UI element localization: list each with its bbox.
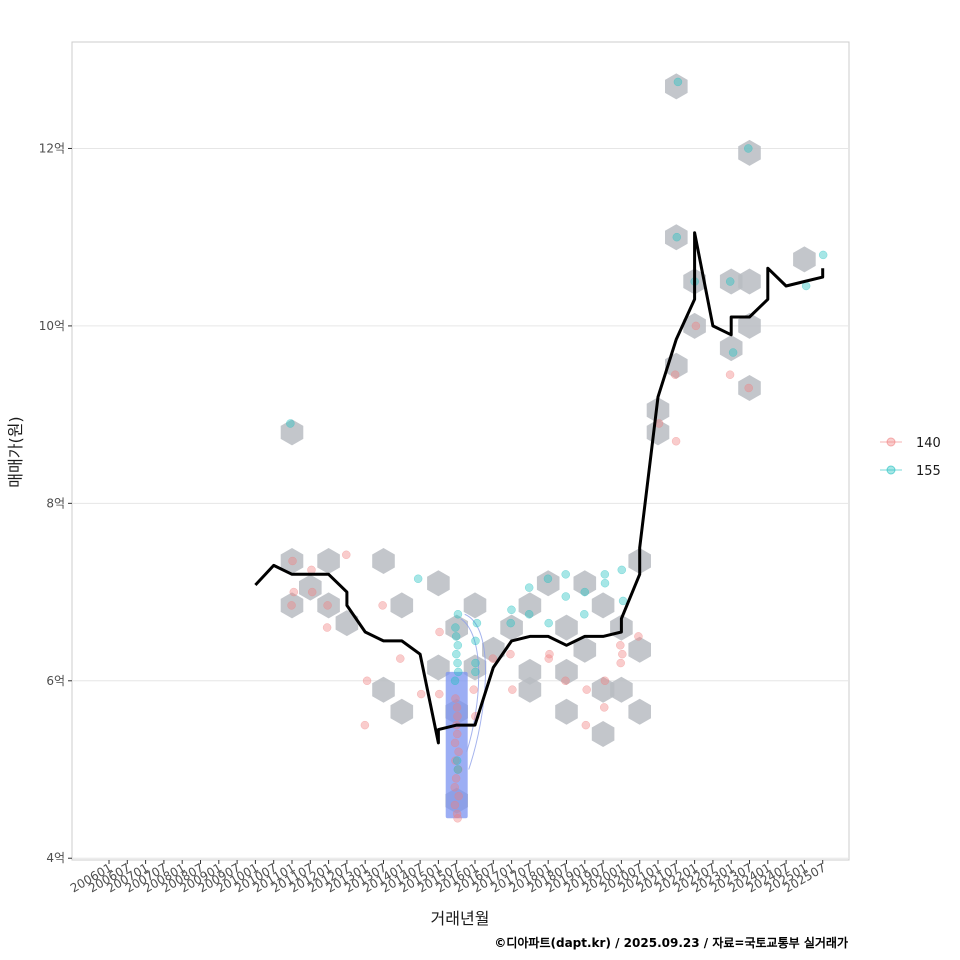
point-140 (745, 384, 753, 392)
point-140 (288, 601, 296, 609)
point-155 (819, 251, 827, 259)
legend-label: 155 (916, 464, 941, 479)
point-140 (618, 650, 626, 658)
point-140 (545, 655, 553, 663)
point-140 (451, 695, 459, 703)
point-155 (562, 593, 570, 601)
caption: ©디아파트(dapt.kr) / 2025.09.23 / 자료=국토교통부 실… (494, 934, 848, 951)
point-155 (507, 619, 515, 627)
point-140 (454, 814, 462, 822)
point-155 (744, 144, 752, 152)
point-155 (452, 650, 460, 658)
point-140 (561, 677, 569, 685)
point-140 (342, 551, 350, 559)
point-155 (471, 668, 479, 676)
point-155 (673, 233, 681, 241)
point-155 (619, 597, 627, 605)
point-140 (289, 557, 297, 565)
point-140 (308, 588, 316, 596)
point-140 (451, 783, 459, 791)
point-140 (692, 322, 700, 330)
point-155 (414, 575, 422, 583)
point-140 (508, 686, 516, 694)
point-155 (451, 624, 459, 632)
point-140 (452, 774, 460, 782)
point-155 (545, 619, 553, 627)
point-155 (562, 570, 570, 578)
point-140 (436, 628, 444, 636)
point-140 (451, 801, 459, 809)
x-axis-ticks: 2006012006072007012007072008012008072009… (68, 860, 828, 896)
point-155 (726, 278, 734, 286)
point-140 (396, 655, 404, 663)
point-140 (671, 371, 679, 379)
point-155 (452, 632, 460, 640)
point-155 (544, 575, 552, 583)
x-axis-title: 거래년월 (431, 909, 490, 928)
point-140 (506, 650, 514, 658)
point-155 (451, 677, 459, 685)
point-140 (634, 632, 642, 640)
point-140 (470, 686, 478, 694)
legend: 140 155 (880, 436, 941, 479)
point-155 (729, 349, 737, 357)
legend-key-point (887, 466, 895, 474)
point-140 (601, 677, 609, 685)
point-140 (361, 721, 369, 729)
point-155 (454, 766, 462, 774)
point-155 (581, 588, 589, 596)
point-155 (580, 610, 588, 618)
point-140 (323, 624, 331, 632)
point-155 (454, 610, 462, 618)
point-140 (363, 677, 371, 685)
point-140 (453, 703, 461, 711)
y-tick-label: 10억 (39, 319, 65, 333)
point-155 (471, 637, 479, 645)
point-140 (307, 566, 315, 574)
point-140 (290, 588, 298, 596)
y-tick-label: 6억 (46, 674, 65, 688)
point-155 (473, 619, 481, 627)
point-140 (582, 721, 590, 729)
point-140 (453, 730, 461, 738)
legend-label: 140 (916, 436, 941, 451)
legend-key-point (887, 438, 895, 446)
point-140 (324, 601, 332, 609)
point-140 (379, 601, 387, 609)
point-140 (435, 690, 443, 698)
y-tick-label: 8억 (46, 496, 65, 510)
point-155 (618, 566, 626, 574)
point-155 (674, 78, 682, 86)
point-155 (454, 668, 462, 676)
point-140 (583, 686, 591, 694)
point-155 (454, 659, 462, 667)
y-axis-title: 매매가(원) (6, 416, 25, 487)
point-155 (507, 606, 515, 614)
point-155 (601, 579, 609, 587)
point-155 (601, 570, 609, 578)
point-140 (616, 641, 624, 649)
point-155 (454, 641, 462, 649)
point-155 (453, 757, 461, 765)
point-140 (417, 690, 425, 698)
point-140 (455, 792, 463, 800)
point-140 (600, 703, 608, 711)
point-140 (617, 659, 625, 667)
point-140 (672, 437, 680, 445)
point-140 (451, 739, 459, 747)
point-140 (726, 371, 734, 379)
point-155 (525, 610, 533, 618)
point-155 (286, 419, 294, 427)
y-tick-label: 12억 (39, 141, 65, 155)
point-155 (471, 659, 479, 667)
point-140 (455, 748, 463, 756)
point-155 (525, 584, 533, 592)
y-axis-ticks: 4억 6억 8억 10억 12억 (39, 141, 72, 865)
point-140 (453, 712, 461, 720)
y-tick-label: 4억 (46, 851, 65, 865)
